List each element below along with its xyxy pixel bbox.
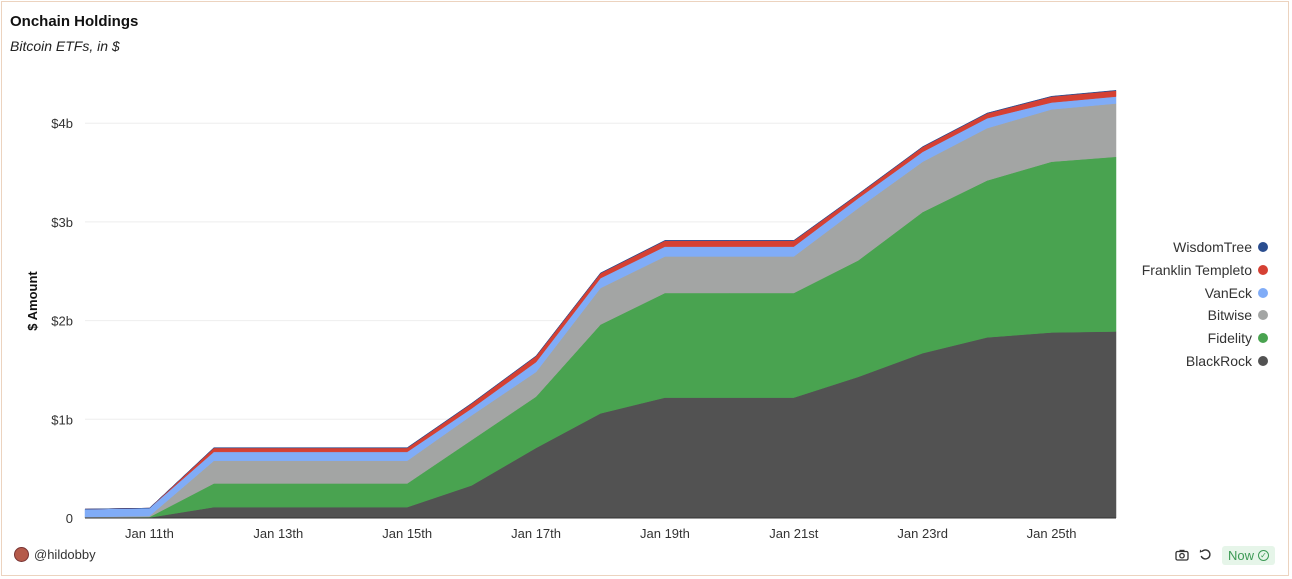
freshness-badge[interactable]: Now ✓ xyxy=(1222,546,1276,565)
x-tick-label: Jan 13th xyxy=(253,526,303,541)
x-tick-label: Jan 17th xyxy=(511,526,561,541)
chart-subtitle: Bitcoin ETFs, in $ xyxy=(10,38,120,54)
y-axis-title: $ Amount xyxy=(25,271,40,331)
x-tick-label: Jan 25th xyxy=(1027,526,1077,541)
legend-dot xyxy=(1258,333,1268,344)
legend-item-fidelity[interactable]: Fidelity xyxy=(1142,327,1268,350)
area-wisdomtree[interactable] xyxy=(84,90,1117,510)
legend-label: BlackRock xyxy=(1185,352,1252,369)
legend-dot xyxy=(1258,265,1268,276)
x-tick-label: Jan 21st xyxy=(769,526,819,541)
y-tick-label: $3b xyxy=(51,215,73,230)
legend-label: Bitwise xyxy=(1207,307,1252,324)
legend-item-bitwise[interactable]: Bitwise xyxy=(1142,304,1268,327)
legend-item-franklin[interactable]: Franklin Templeto xyxy=(1142,259,1268,282)
x-tick-label: Jan 15th xyxy=(382,526,432,541)
legend-item-wisdomtree[interactable]: WisdomTree xyxy=(1142,236,1268,259)
avatar xyxy=(14,547,29,562)
x-tick-label: Jan 23rd xyxy=(897,526,948,541)
y-tick-label: $1b xyxy=(51,412,73,427)
refresh-icon[interactable] xyxy=(1199,548,1212,564)
chart-title: Onchain Holdings xyxy=(10,13,139,30)
legend-item-blackrock[interactable]: BlackRock xyxy=(1142,349,1268,372)
legend-item-vaneck[interactable]: VanEck xyxy=(1142,281,1268,304)
status-text: Now xyxy=(1228,548,1255,563)
author-link[interactable]: @hildobby xyxy=(14,547,96,562)
legend-dot xyxy=(1258,287,1268,298)
legend-label: Fidelity xyxy=(1207,330,1252,347)
legend-label: Franklin Templeto xyxy=(1141,262,1252,279)
y-tick-label: $4b xyxy=(51,116,73,131)
legend: WisdomTree Franklin Templeto VanEck Bitw… xyxy=(1142,236,1268,372)
y-tick-label: 0 xyxy=(66,511,73,526)
camera-icon[interactable] xyxy=(1175,548,1189,564)
legend-label: VanEck xyxy=(1204,284,1252,301)
author-handle: @hildobby xyxy=(34,547,96,562)
legend-dot xyxy=(1258,242,1268,253)
legend-label: WisdomTree xyxy=(1173,239,1252,256)
legend-dot xyxy=(1258,355,1268,366)
x-tick-label: Jan 11th xyxy=(125,526,174,541)
y-tick-label: $2b xyxy=(51,314,73,329)
check-circle-icon: ✓ xyxy=(1258,550,1270,561)
x-tick-label: Jan 19th xyxy=(640,526,690,541)
legend-dot xyxy=(1258,310,1268,321)
